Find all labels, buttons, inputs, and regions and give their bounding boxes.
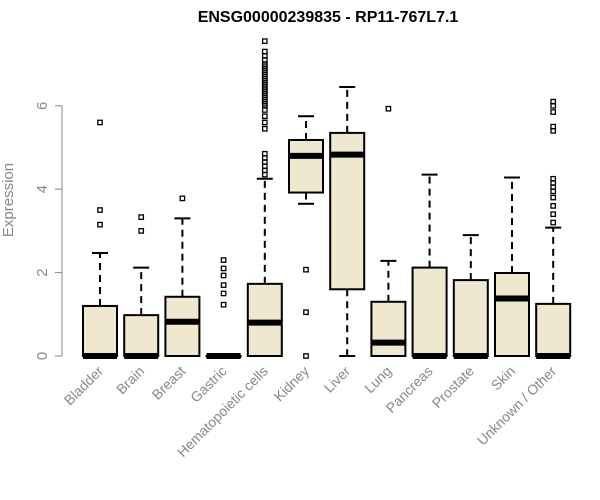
box-body <box>411 266 448 358</box>
box-breast <box>164 195 201 358</box>
box-prostate <box>452 234 489 359</box>
box-bladder <box>82 119 118 359</box>
box-body <box>329 131 366 291</box>
outlier-point <box>303 266 309 273</box>
outlier-point <box>303 353 309 359</box>
outlier-point <box>138 214 145 220</box>
box-pancreas <box>411 173 448 359</box>
box-body <box>494 272 530 357</box>
outlier-point <box>220 272 227 279</box>
box-body <box>82 304 118 357</box>
outlier-point <box>97 119 103 126</box>
box-lung <box>370 105 407 358</box>
x-tick-label: Lung <box>361 363 394 396</box>
x-tick-label: Skin <box>488 363 519 394</box>
outlier-point <box>550 194 557 201</box>
outlier-point <box>220 265 227 272</box>
chart-title: ENSG00000239835 - RP11-767L7.1 <box>198 9 459 26</box>
outlier-point <box>550 211 557 218</box>
outlier-point <box>385 105 392 112</box>
box-body <box>370 300 407 358</box>
outlier-point <box>550 175 557 182</box>
box-brain <box>123 214 160 359</box>
box-unknown-other <box>535 98 572 359</box>
outlier-point <box>97 207 103 213</box>
y-axis: 0 2 4 6 <box>34 102 63 360</box>
box-body <box>535 302 572 357</box>
x-tick-label: Liver <box>321 363 354 396</box>
outlier-point <box>261 113 268 120</box>
x-tick-label: Prostate <box>429 363 477 411</box>
outlier-point <box>261 38 268 45</box>
outlier-point <box>220 257 227 263</box>
y-tick-label: 0 <box>34 352 51 360</box>
y-tick-label: 2 <box>34 268 51 276</box>
y-tick-label: 4 <box>34 185 51 193</box>
outlier-point <box>261 119 268 126</box>
box-kidney <box>288 115 324 359</box>
outlier-point <box>261 48 268 55</box>
outlier-point <box>550 109 557 115</box>
x-tick-label: Brain <box>113 363 147 397</box>
outlier-point <box>550 98 557 105</box>
box-body <box>123 314 160 358</box>
outlier-point <box>179 195 186 202</box>
y-axis-label: Expression <box>0 163 17 237</box>
boxes-group <box>82 38 572 359</box>
x-tick-label: Bladder <box>61 363 107 409</box>
box-hematopoietic-cells <box>246 38 283 358</box>
box-gastric <box>205 257 242 359</box>
outlier-point <box>550 219 557 226</box>
y-tick-label: 6 <box>34 102 51 110</box>
outlier-point <box>138 228 145 234</box>
x-tick-label: Breast <box>149 363 189 403</box>
box-body <box>288 138 324 194</box>
outlier-point <box>550 123 557 130</box>
outlier-point <box>220 282 227 288</box>
outlier-point <box>97 221 103 228</box>
outlier-point <box>261 125 268 132</box>
x-tick-label: Kidney <box>271 363 313 405</box>
box-skin <box>494 176 530 357</box>
outlier-point <box>550 203 557 209</box>
outlier-point <box>303 309 309 316</box>
box-liver <box>329 86 366 357</box>
box-body <box>164 295 201 358</box>
outlier-point <box>220 290 227 297</box>
outlier-point <box>220 301 227 308</box>
outlier-point <box>261 150 268 157</box>
box-body <box>452 279 489 357</box>
